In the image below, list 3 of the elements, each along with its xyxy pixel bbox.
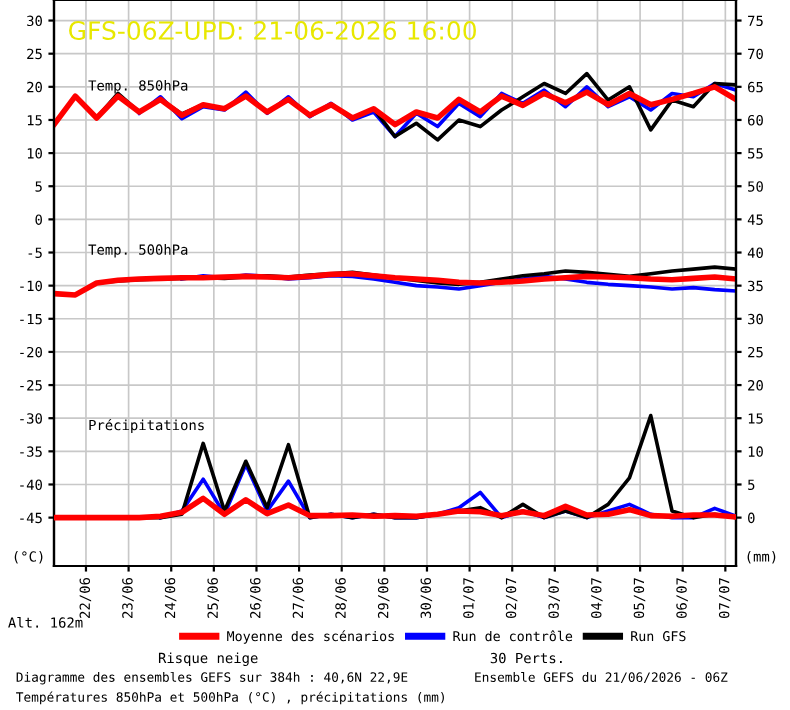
text: GFS-06Z-UPD: 21-06-2026 16:00 [69, 21, 476, 40]
line-series [54, 495, 736, 521]
line-series [54, 84, 736, 128]
